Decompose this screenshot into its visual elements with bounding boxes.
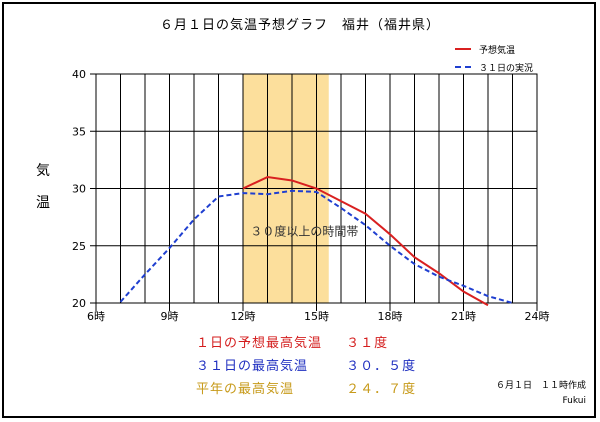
x-tick-label: 21時: [451, 310, 476, 323]
summary-yesterday-max-label: ３１日の最高気温: [196, 359, 309, 374]
y-axis-label-char-2: 温: [36, 195, 50, 211]
x-tick-label: 15時: [304, 310, 329, 323]
summary-normal-max: 平年の最高気温 ２４．７度: [196, 378, 416, 397]
legend-item-forecast: 予想気温: [455, 40, 533, 58]
y-tick-label: 25: [72, 240, 86, 253]
summary-forecast-max-value: ３１度: [346, 336, 389, 351]
summary-forecast-max: １日の予想最高気温 ３１度: [196, 332, 388, 351]
highlight-band-label: ３０度以上の時間帯: [250, 223, 358, 238]
series-actual-line: [119, 189, 513, 304]
summary-yesterday-max: ３１日の最高気温 ３０．５度: [196, 355, 416, 374]
summary-normal-max-label: 平年の最高気温: [196, 382, 295, 397]
y-tick-label: 30: [72, 183, 86, 196]
x-tick-label: 18時: [378, 310, 403, 323]
legend-item-actual: ３１日の実況: [455, 58, 533, 76]
legend: 予想気温 ３１日の実況: [455, 40, 533, 76]
station-name: Fukui: [562, 396, 586, 406]
plot-border: [95, 73, 538, 304]
summary-yesterday-max-value: ３０．５度: [346, 359, 417, 374]
x-tick-label: 12時: [231, 310, 256, 323]
summary-forecast-max-label: １日の予想最高気温: [196, 336, 323, 351]
x-tick-label: 24時: [525, 310, 550, 323]
x-tick-label: 9時: [161, 310, 179, 323]
y-tick-label: 40: [72, 68, 86, 81]
y-tick-label: 35: [72, 125, 86, 138]
chart-title: ６月１日の気温予想グラフ 福井（福井県）: [159, 18, 440, 33]
legend-swatch-actual: [455, 66, 471, 68]
y-tick-label: 20: [72, 297, 86, 310]
x-tick-label: 6時: [87, 310, 105, 323]
legend-swatch-forecast: [455, 48, 471, 50]
summary-normal-max-value: ２４．７度: [346, 382, 417, 397]
legend-label-actual: ３１日の実況: [479, 63, 534, 74]
legend-label-forecast: 予想気温: [479, 45, 516, 56]
y-axis-label-char-1: 気: [36, 163, 50, 179]
issued-timestamp: ６月１日 １１時作成: [495, 381, 586, 391]
